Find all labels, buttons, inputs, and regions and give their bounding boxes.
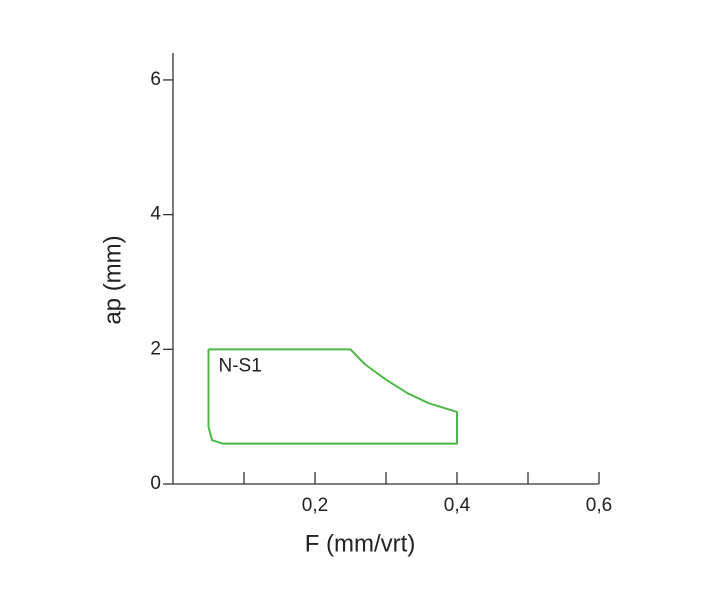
y-tick-label: 6 bbox=[150, 69, 161, 90]
y-tick-label: 0 bbox=[150, 473, 161, 494]
series-label: N-S1 bbox=[219, 355, 262, 376]
y-axis-title: ap (mm) bbox=[99, 235, 126, 324]
y-tick-label: 2 bbox=[150, 338, 161, 359]
x-tick-label: 0,6 bbox=[586, 495, 612, 516]
y-tick-label: 4 bbox=[150, 204, 161, 225]
x-axis-title: F (mm/vrt) bbox=[305, 530, 416, 557]
x-tick-label: 0,2 bbox=[302, 495, 328, 516]
x-tick-label: 0,4 bbox=[444, 495, 471, 516]
region-outline bbox=[207, 348, 458, 445]
